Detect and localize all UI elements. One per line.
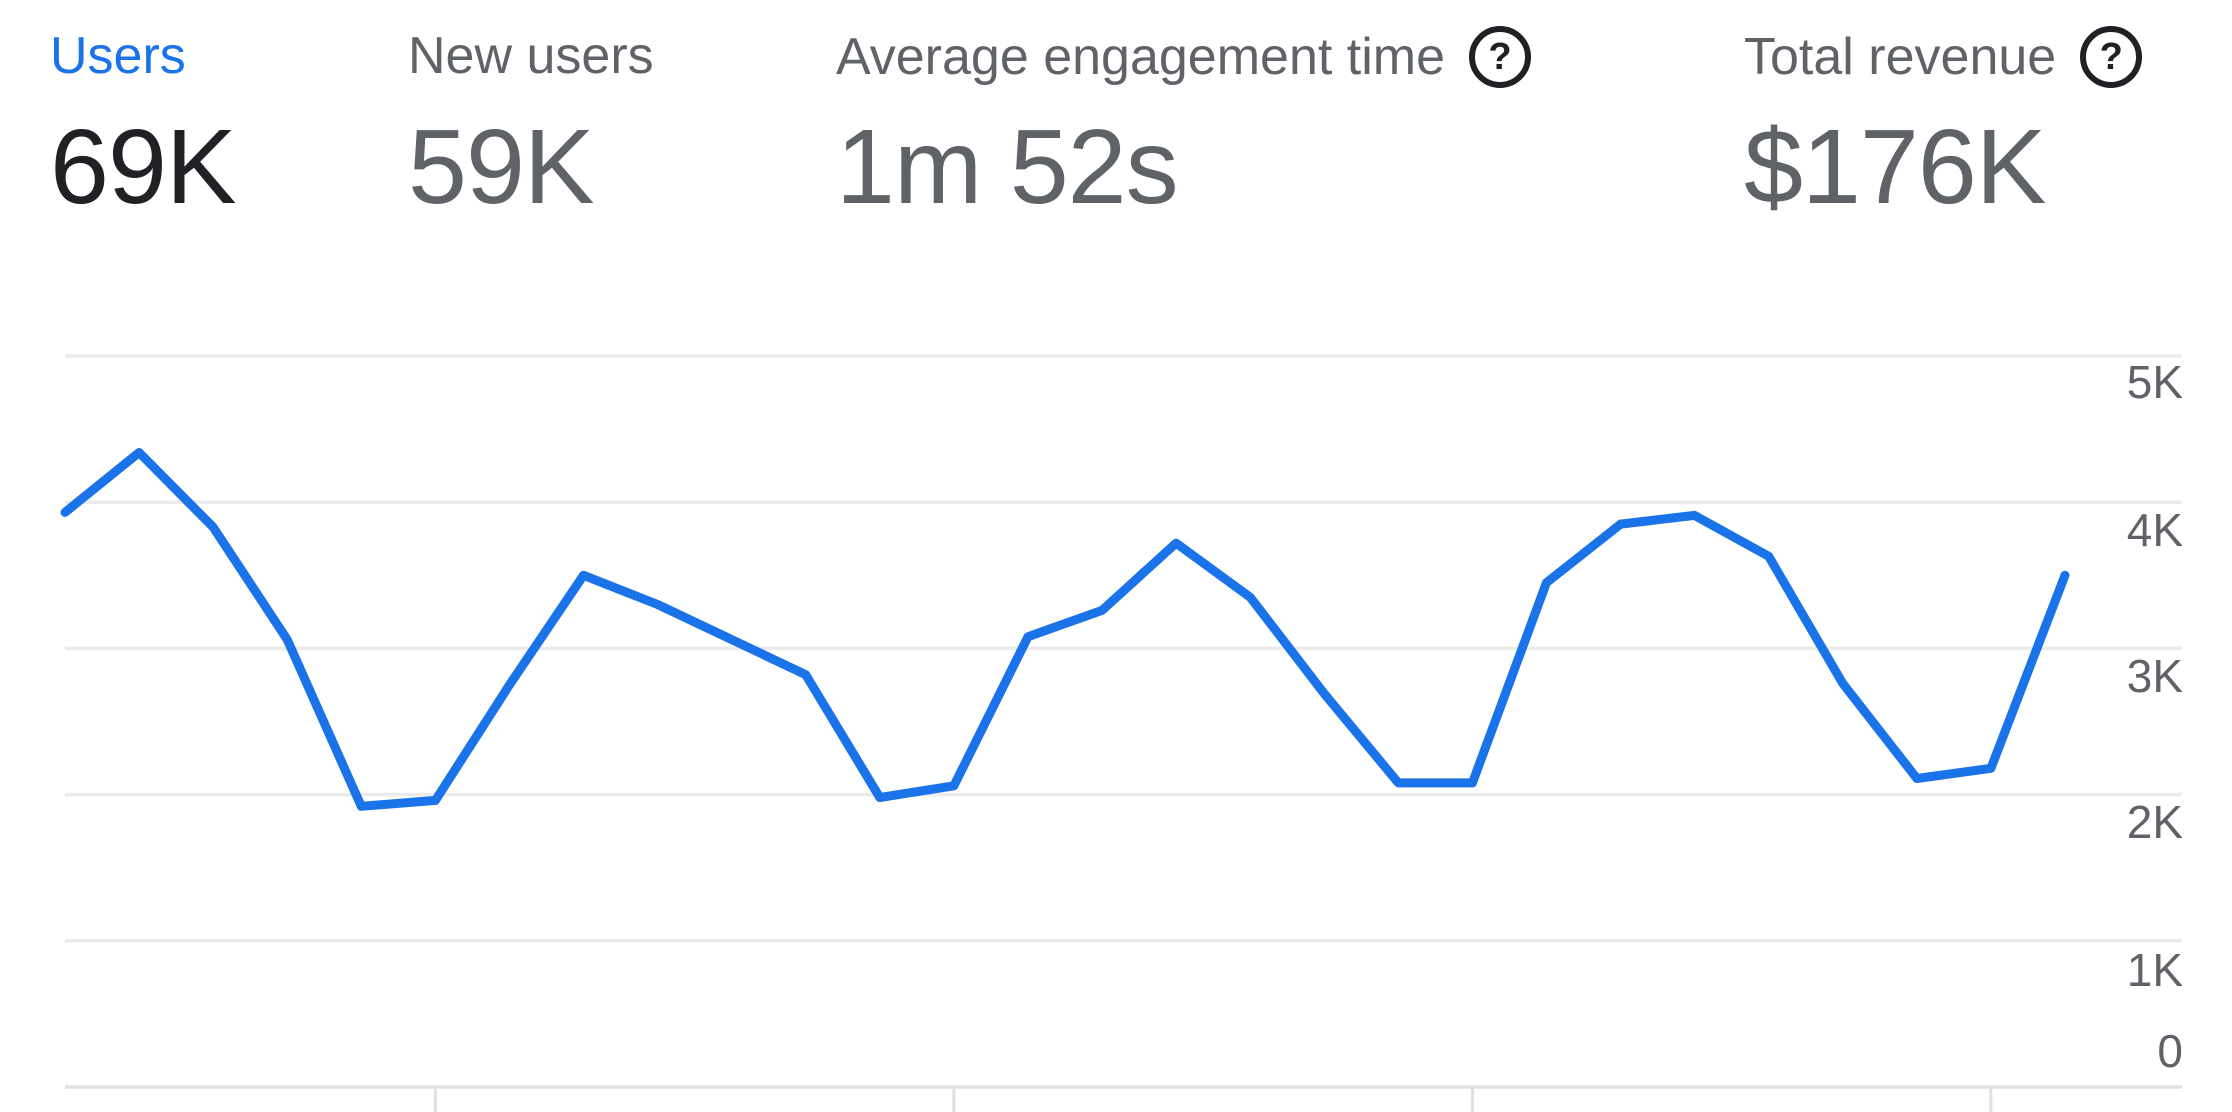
metric-value-new-users: 59K: [408, 108, 595, 226]
metric-label-avg-engagement-time: Average engagement time: [836, 28, 1445, 86]
help-icon[interactable]: ?: [1469, 26, 1531, 88]
y-axis-label-0: 0: [2157, 1025, 2183, 1077]
metric-label-total-revenue: Total revenue: [1744, 28, 2057, 86]
metric-label-users: Users: [50, 27, 186, 85]
y-axis-label-1k: 1K: [2126, 944, 2183, 996]
y-axis-label-2k: 2K: [2126, 796, 2183, 848]
y-axis-label-3k: 3K: [2126, 650, 2183, 702]
metric-value-users: 69K: [50, 108, 237, 226]
help-icon[interactable]: ?: [2080, 26, 2143, 88]
metric-value-total-revenue: $176K: [1744, 108, 2047, 226]
y-axis-label-5k: 5K: [2126, 356, 2183, 408]
metric-value-avg-engagement-time: 1m 52s: [836, 108, 1179, 226]
metric-label-new-users: New users: [408, 27, 654, 85]
y-axis-label-4k: 4K: [2126, 504, 2183, 556]
